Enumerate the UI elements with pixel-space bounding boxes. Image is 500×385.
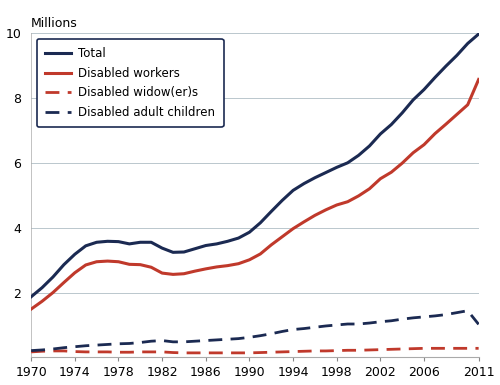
Text: Millions: Millions [31, 17, 78, 30]
Legend: Total, Disabled workers, Disabled widow(er)s, Disabled adult children: Total, Disabled workers, Disabled widow(… [37, 39, 224, 127]
